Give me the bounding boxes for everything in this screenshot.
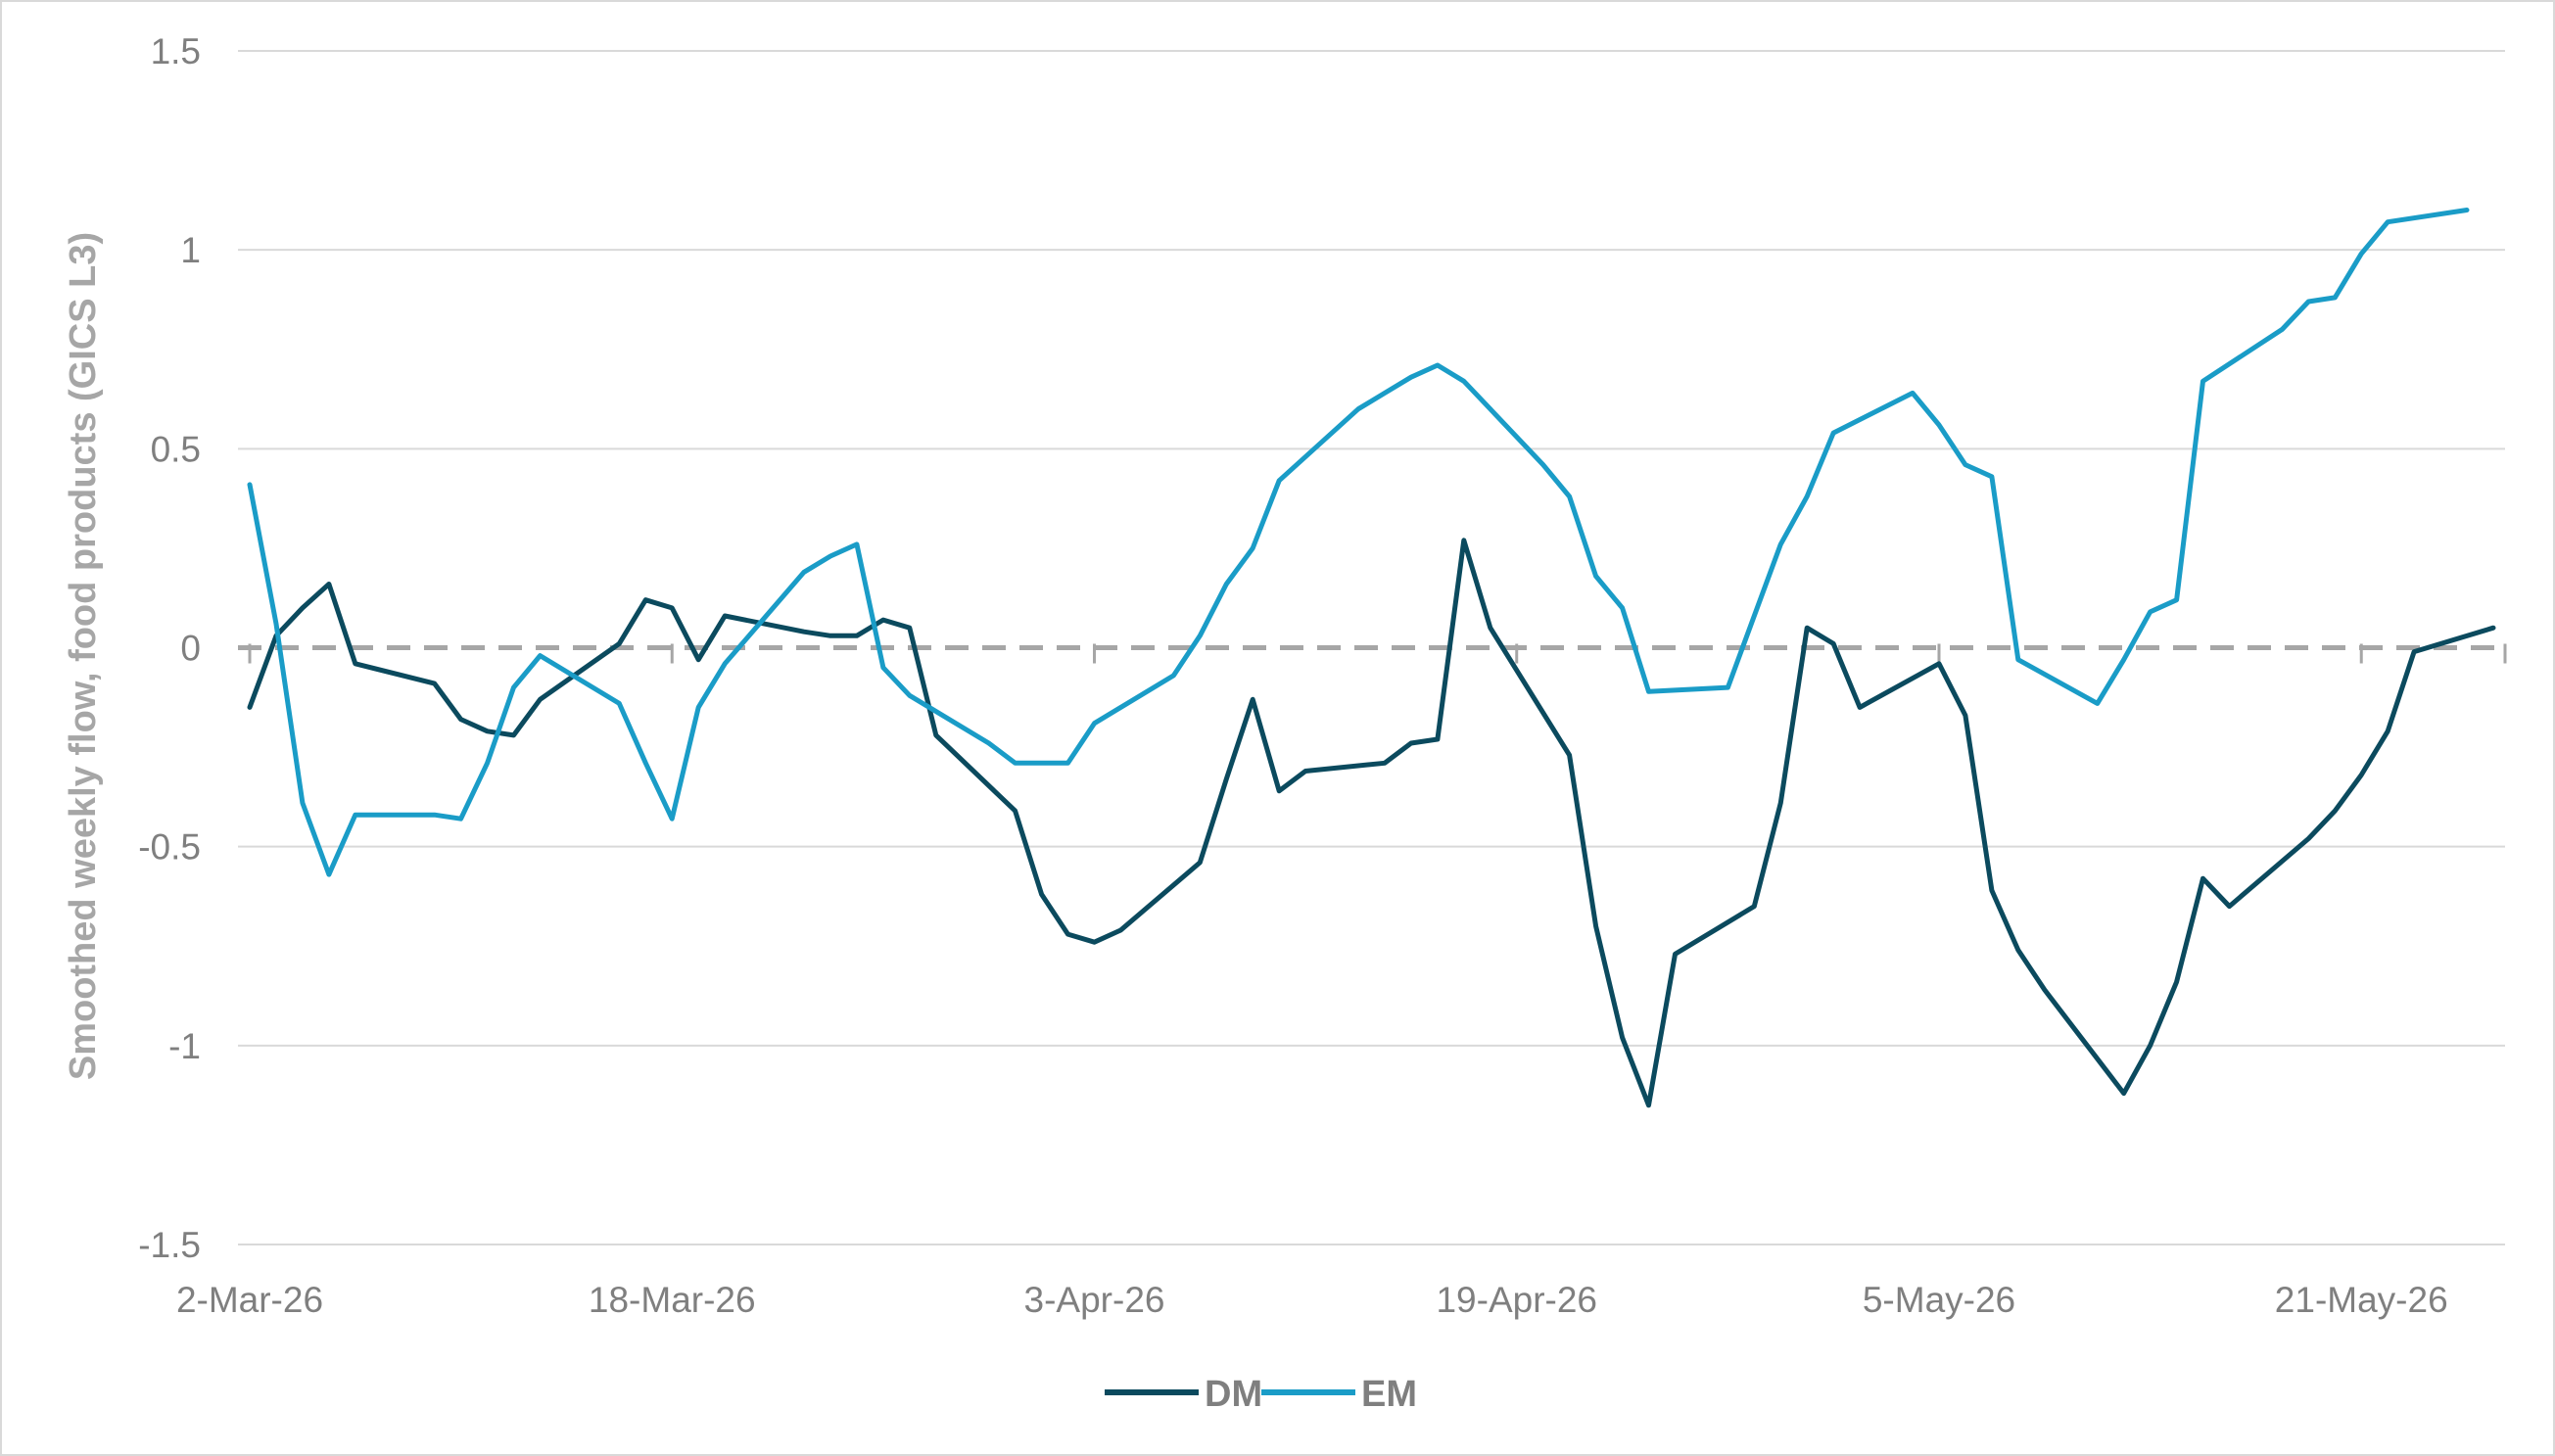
- legend: DM EM: [1105, 1374, 1417, 1415]
- x-tick-label: 5-May-26: [1863, 1280, 2015, 1320]
- y-axis-tick-labels: 1.5 1 0.5 0 -0.5 -1 -1.5: [138, 31, 201, 1265]
- y-tick-label: -0.5: [138, 827, 201, 868]
- y-tick-label: 0: [180, 629, 201, 669]
- x-tick-label: 2-Mar-26: [176, 1280, 323, 1320]
- x-tick-label: 3-Apr-26: [1024, 1280, 1165, 1320]
- y-tick-label: 0.5: [151, 429, 201, 469]
- series-line-dm: [247, 538, 2496, 1108]
- legend-label-dm: DM: [1205, 1374, 1262, 1415]
- x-tick-label: 19-Apr-26: [1436, 1280, 1597, 1320]
- x-axis-tick-marks: [248, 643, 2507, 664]
- legend-label-em: EM: [1361, 1374, 1417, 1415]
- x-tick-label: 18-Mar-26: [589, 1280, 756, 1320]
- series-lines: [247, 208, 2496, 1108]
- y-tick-label: -1.5: [138, 1225, 201, 1265]
- y-tick-label: -1: [168, 1026, 201, 1066]
- series-line-em: [247, 208, 2470, 877]
- gridlines: [238, 50, 2505, 1245]
- x-axis-tick-labels: 2-Mar-26 18-Mar-26 3-Apr-26 19-Apr-26 5-May-…: [176, 1280, 2448, 1320]
- x-tick-label: 21-May-26: [2275, 1280, 2448, 1320]
- y-tick-label: 1: [180, 230, 201, 270]
- y-axis-label: Smoothed weekly flow, food products (GIC…: [63, 232, 104, 1080]
- y-tick-label: 1.5: [151, 31, 201, 71]
